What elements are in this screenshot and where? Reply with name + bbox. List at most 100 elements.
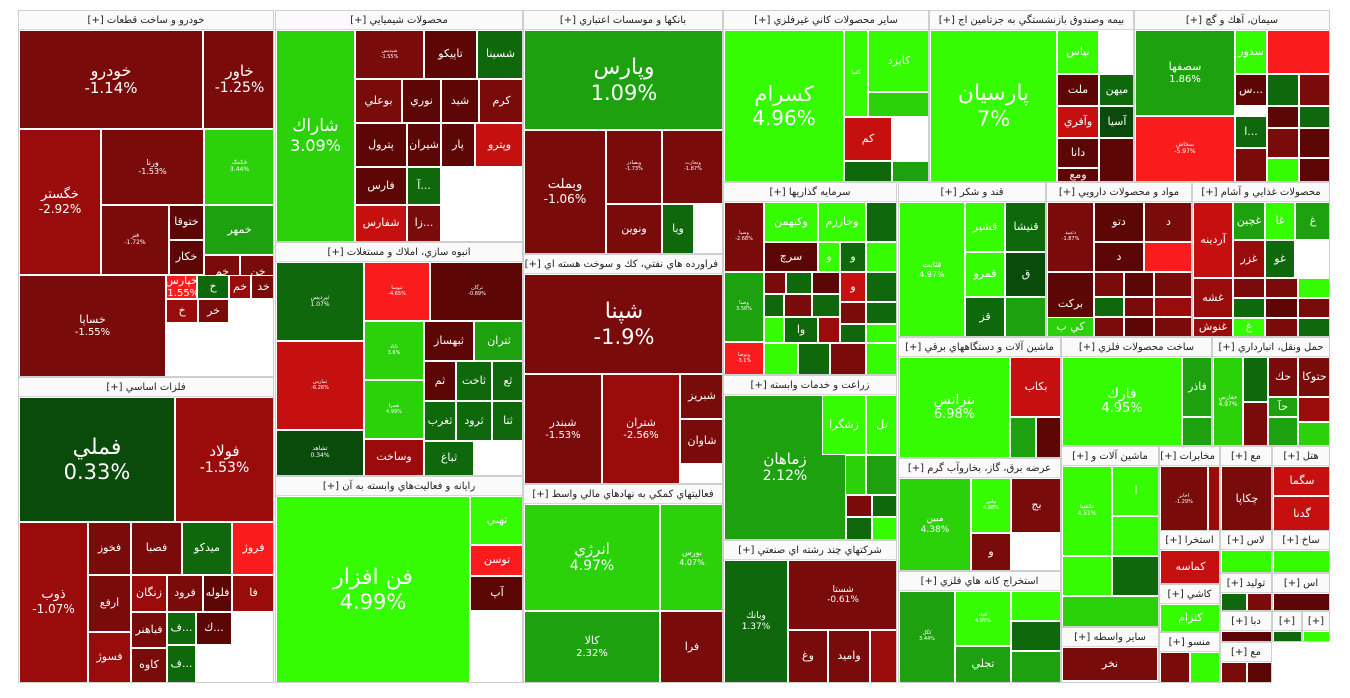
stock-tile[interactable] — [866, 272, 896, 302]
stock-tile[interactable] — [1233, 298, 1265, 318]
stock-tile[interactable]: آسيا — [1099, 106, 1133, 138]
stock-tile[interactable] — [1010, 417, 1036, 457]
stock-tile[interactable]: ونوين — [606, 204, 662, 253]
stock-tile[interactable]: ثاباد 3.6% — [364, 321, 424, 380]
stock-tile[interactable]: ق — [1005, 252, 1045, 297]
stock-tile[interactable] — [1247, 593, 1271, 610]
stock-tile[interactable]: ملت — [1057, 74, 1099, 106]
stock-tile[interactable] — [1221, 550, 1271, 572]
stock-tile[interactable]: تاپيكو — [424, 30, 477, 79]
stock-tile[interactable]: وغ — [788, 630, 828, 682]
stock-tile[interactable] — [1094, 297, 1124, 317]
stock-tile[interactable]: خكار — [169, 240, 204, 275]
stock-tile[interactable]: بوعلي — [355, 79, 402, 123]
stock-tile[interactable]: فاذر — [1182, 357, 1211, 417]
stock-tile[interactable]: خمهر — [204, 205, 273, 255]
stock-tile[interactable]: وساخت — [364, 439, 424, 475]
stock-tile[interactable]: بترانس 6.98% — [899, 357, 1010, 457]
sector-title[interactable]: استخرا [+] — [1160, 531, 1219, 550]
stock-tile[interactable]: فارس — [355, 167, 407, 205]
stock-tile[interactable] — [830, 343, 866, 374]
stock-tile[interactable] — [1299, 106, 1329, 128]
sector-title[interactable]: مواد و محصولات دارويي [+] — [1047, 183, 1191, 202]
stock-tile[interactable]: زنگان — [131, 575, 167, 612]
stock-tile[interactable]: ا... — [1235, 116, 1267, 148]
stock-tile[interactable] — [866, 202, 896, 242]
stock-tile[interactable]: وپارس 1.09% — [524, 30, 722, 130]
stock-tile[interactable]: شپديس -1.55% — [355, 30, 424, 79]
sector-title[interactable]: فراورده هاي نفتي، كك و سوخت هسته اي [+] — [524, 255, 722, 274]
stock-tile[interactable]: پارسيان 7% — [930, 30, 1057, 181]
sector-title[interactable]: هتل [+] — [1273, 447, 1329, 466]
stock-tile[interactable] — [1099, 138, 1133, 181]
stock-tile[interactable]: كفپا — [844, 30, 868, 117]
sector-title[interactable]: كاشي [+] — [1160, 585, 1219, 604]
stock-tile[interactable] — [1154, 317, 1191, 336]
stock-tile[interactable]: حتوكا — [1298, 357, 1329, 397]
sector-title[interactable]: قند و شكر [+] — [899, 183, 1045, 202]
stock-tile[interactable]: غشه — [1193, 278, 1233, 318]
stock-tile[interactable] — [1299, 74, 1329, 106]
stock-tile[interactable]: ثتا — [492, 401, 522, 441]
sector-title[interactable]: ماشين آلات و دستگاههاي برقي [+] — [899, 338, 1060, 357]
stock-tile[interactable] — [812, 272, 840, 294]
stock-tile[interactable]: ثپرديس 1.07% — [276, 262, 364, 341]
stock-tile[interactable]: ويا — [662, 204, 694, 253]
stock-tile[interactable]: ثغرب — [424, 401, 456, 441]
stock-tile[interactable] — [1268, 417, 1298, 445]
stock-tile[interactable]: شفارس — [355, 205, 407, 241]
stock-tile[interactable]: شسينا — [477, 30, 522, 79]
stock-tile[interactable] — [1267, 30, 1329, 74]
stock-tile[interactable]: و — [971, 533, 1011, 570]
stock-tile[interactable] — [1190, 652, 1219, 682]
stock-tile[interactable]: غا — [1265, 202, 1295, 240]
stock-tile[interactable]: ا — [1112, 466, 1158, 516]
sector-title[interactable]: ماشين آلات و [+] — [1062, 447, 1158, 466]
stock-tile[interactable] — [798, 343, 830, 374]
sector-title[interactable]: استخراج كانه هاي فلزي [+] — [899, 572, 1060, 591]
stock-tile[interactable]: وكبهمن — [764, 202, 818, 242]
stock-tile[interactable]: سصفها 1.86% — [1135, 30, 1235, 116]
stock-tile[interactable]: وصنا 3.56% — [724, 272, 764, 342]
stock-tile[interactable]: ختوقا — [169, 205, 204, 240]
stock-tile[interactable]: شبندر -1.53% — [524, 374, 602, 483]
stock-tile[interactable] — [1112, 556, 1158, 596]
stock-tile[interactable]: خساپا -1.55% — [19, 275, 166, 376]
stock-tile[interactable] — [1235, 148, 1267, 181]
stock-tile[interactable]: و — [818, 242, 840, 272]
stock-tile[interactable] — [1303, 631, 1329, 641]
stock-tile[interactable]: زشگزا — [822, 395, 866, 455]
stock-tile[interactable] — [844, 161, 892, 181]
stock-tile[interactable]: تجلي — [955, 646, 1011, 682]
stock-tile[interactable]: ثرود — [456, 401, 492, 441]
stock-tile[interactable]: بپاس — [1057, 30, 1099, 74]
stock-tile[interactable] — [818, 317, 840, 343]
stock-tile[interactable] — [840, 302, 866, 324]
stock-tile[interactable]: پترول — [355, 123, 407, 167]
stock-tile[interactable] — [1267, 106, 1299, 128]
stock-tile[interactable]: ميدكو — [182, 522, 232, 575]
stock-tile[interactable]: فسوژ — [88, 632, 131, 682]
stock-tile[interactable]: ثمارس -6.26% — [276, 341, 364, 430]
stock-tile[interactable]: كماسه — [1160, 550, 1219, 583]
stock-tile[interactable]: شتران -2.56% — [602, 374, 680, 483]
stock-tile[interactable] — [1208, 466, 1219, 532]
stock-tile[interactable]: ف... — [167, 645, 196, 682]
sector-title[interactable]: بانكها و موسسات اعتباري [+] — [524, 11, 722, 30]
stock-tile[interactable]: نخر — [1062, 647, 1158, 681]
stock-tile[interactable]: شيد — [441, 79, 479, 123]
stock-tile[interactable]: فخوز — [88, 522, 131, 575]
stock-tile[interactable]: حآ — [1268, 397, 1298, 417]
stock-tile[interactable]: آپ — [470, 576, 522, 611]
sector-title[interactable]: زراعت و خدمات وابسته [+] — [724, 376, 896, 395]
stock-tile[interactable]: وسپا -2.68% — [724, 202, 764, 272]
stock-tile[interactable] — [1267, 158, 1299, 181]
sector-title[interactable]: محصولات شيميايي [+] — [276, 11, 522, 30]
stock-tile[interactable] — [1036, 417, 1060, 457]
stock-tile[interactable] — [1243, 402, 1268, 445]
stock-tile[interactable]: وتوصا -3.1% — [724, 342, 764, 374]
sector-title[interactable]: [+] — [1273, 612, 1301, 631]
stock-tile[interactable]: غچين — [1233, 202, 1265, 240]
stock-tile[interactable]: فارك 4.95% — [1062, 357, 1182, 445]
stock-tile[interactable] — [1298, 318, 1329, 336]
